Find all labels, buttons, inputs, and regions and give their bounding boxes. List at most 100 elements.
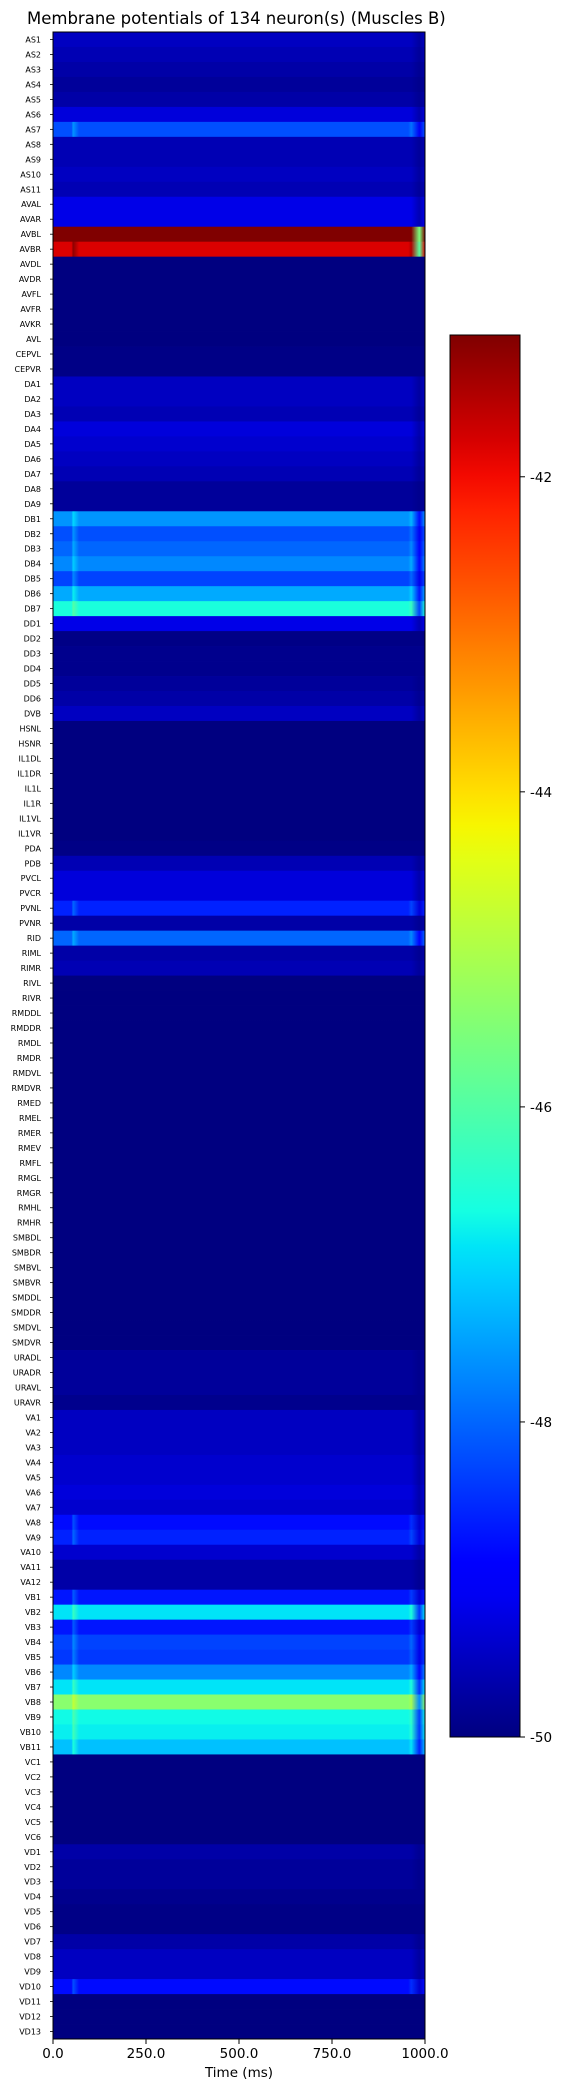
y-tick-label: VA2 [25, 1428, 41, 1437]
y-tick-label: AS7 [25, 125, 41, 134]
heatmap-row-vd4 [53, 1889, 425, 1905]
y-tick-label: VD8 [24, 1953, 41, 1962]
heatmap-row-va7 [53, 1499, 425, 1516]
y-tick-label: AS10 [20, 170, 41, 179]
heatmap-row-rid [53, 930, 425, 947]
y-tick-label: VA11 [20, 1563, 41, 1572]
y-tick-label: VC2 [25, 1773, 41, 1782]
y-tick-label: DA9 [24, 500, 41, 509]
y-tick-label: VD9 [24, 1968, 41, 1977]
y-tick-label: AVKR [20, 320, 42, 329]
y-tick-label: VB4 [25, 1638, 41, 1647]
y-tick-label: DB4 [24, 560, 41, 569]
heatmap-row-dd1 [53, 616, 425, 632]
y-tick-label: RMDR [17, 1054, 42, 1063]
heatmap-row-da8 [53, 481, 425, 497]
y-tick-label: DB5 [24, 575, 41, 584]
y-tick-label: AVDL [20, 260, 42, 269]
heatmap-row-db5 [53, 571, 425, 587]
y-tick-label: VA8 [25, 1518, 41, 1527]
heatmap-row-da5 [53, 436, 425, 452]
heatmap-row-hsnl [53, 720, 425, 737]
y-tick-label: AVDR [19, 275, 42, 284]
heatmap-plot-area [53, 32, 425, 2040]
heatmap-row-vd2 [53, 1859, 425, 1875]
heatmap-row-da2 [53, 391, 425, 407]
y-tick-label: SMBVR [13, 1279, 42, 1288]
heatmap-row-as6 [53, 106, 425, 123]
heatmap-row-pvnl [53, 900, 425, 917]
heatmap-row-as2 [53, 46, 425, 63]
heatmap-row-avar [53, 211, 425, 228]
y-tick-label: VD7 [24, 1938, 41, 1947]
heatmap-row-rmgr [53, 1185, 425, 1201]
heatmap-row-vc3 [53, 1784, 425, 1800]
y-tick-label: DD2 [24, 635, 41, 644]
y-tick-label: VB3 [25, 1623, 41, 1632]
heatmap-row-vb4 [53, 1634, 425, 1650]
y-tick-label: AVL [26, 335, 41, 344]
y-tick-label: RMDVL [13, 1069, 42, 1078]
heatmap-row-da4 [53, 421, 425, 437]
heatmap-row-db7 [53, 601, 425, 617]
heatmap-row-rmdr [53, 1050, 425, 1066]
heatmap-row-as4 [53, 76, 425, 93]
heatmap-row-avfl [53, 286, 425, 302]
y-tick-label: RIML [22, 949, 42, 958]
heatmap-row-smbvl [53, 1260, 425, 1276]
heatmap-row-as3 [53, 61, 425, 78]
heatmap-row-vb5 [53, 1649, 425, 1665]
heatmap-row-cepvr [53, 361, 425, 377]
heatmap-row-va8 [53, 1514, 425, 1531]
y-tick-label: PVCL [21, 874, 42, 883]
y-tick-label: IL1DR [17, 769, 41, 778]
y-tick-label: VD2 [24, 1863, 41, 1872]
y-tick-label: VB9 [25, 1713, 41, 1722]
heatmap-row-va3 [53, 1439, 425, 1456]
heatmap-row-il1vl [53, 810, 425, 827]
y-tick-label: VC4 [25, 1803, 41, 1812]
heatmap-row-as5 [53, 91, 425, 108]
y-tick-label: SMDVL [13, 1324, 41, 1333]
heatmap-row-as8 [53, 136, 425, 153]
colorbar: -42 -44 -46 -48 -50 [449, 334, 552, 1746]
heatmap-row-as11 [53, 181, 425, 198]
heatmap-row-dd4 [53, 661, 425, 677]
y-tick-label: RMEL [19, 1114, 42, 1123]
y-tick-label: VD12 [19, 2013, 41, 2022]
heatmap-row-smbdr [53, 1245, 425, 1261]
y-tick-label: AS11 [20, 185, 41, 194]
heatmap-row-vc1 [53, 1754, 425, 1770]
heatmap-row-rmdvr [53, 1080, 425, 1096]
y-tick-label: VB10 [20, 1728, 41, 1737]
y-tick-label: VB1 [25, 1593, 41, 1602]
y-tick-label: CEPVR [15, 365, 42, 374]
y-tick-label: SMDVR [12, 1339, 41, 1348]
y-tick-label: RID [27, 934, 41, 943]
y-tick-label: RMFL [19, 1159, 41, 1168]
heatmap-row-il1vr [53, 825, 425, 842]
heatmap-row-vb8 [53, 1694, 425, 1710]
y-tick-label: RMED [17, 1099, 41, 1108]
colorbar-tick-label: -44 [530, 785, 552, 801]
heatmap-row-vb7 [53, 1679, 425, 1695]
heatmap-row-va9 [53, 1529, 425, 1546]
y-tick-label: DA6 [24, 455, 41, 464]
y-tick-label: AS4 [25, 80, 41, 89]
heatmap-row-va6 [53, 1484, 425, 1501]
heatmap-row-vc5 [53, 1814, 425, 1830]
heatmap-row-rmfl [53, 1155, 425, 1171]
y-tick-label: HSNL [19, 724, 41, 733]
heatmap-row-vd8 [53, 1949, 425, 1965]
heatmap-row-vb1 [53, 1589, 425, 1606]
heatmap-row-vd10 [53, 1979, 425, 1995]
y-tick-label: IL1DL [18, 754, 41, 763]
y-tick-label: VD3 [24, 1878, 41, 1887]
heatmap-row-smdvl [53, 1320, 425, 1336]
heatmap-row-dd3 [53, 646, 425, 662]
heatmap-row-vc4 [53, 1799, 425, 1815]
y-tick-label: RMER [18, 1129, 42, 1138]
y-tick-label: SMBDL [13, 1234, 42, 1243]
heatmap-row-vd7 [53, 1934, 425, 1950]
